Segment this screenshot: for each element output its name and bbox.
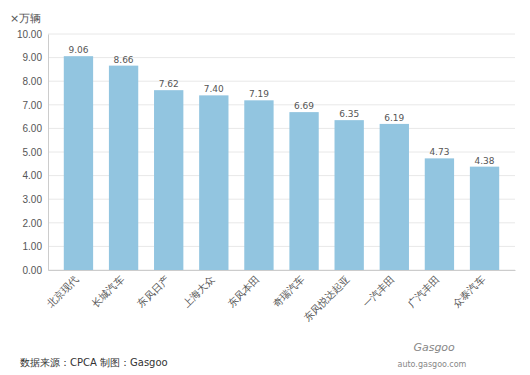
bars bbox=[64, 56, 499, 270]
x-tick-label: 奇瑞汽车 bbox=[270, 274, 306, 310]
y-axis: 0.00 1.00 2.00 3.00 4.00 5.00 6.00 7.00 8.00 9.00… bbox=[17, 29, 49, 276]
x-tick: 众泰汽车 bbox=[451, 274, 487, 310]
data-label: 8.66 bbox=[114, 55, 134, 65]
y-tick: 7.00 bbox=[23, 100, 43, 111]
y-tick-label: 3.00 bbox=[23, 194, 43, 205]
y-tick: 9.00 bbox=[23, 52, 43, 63]
y-tick-label: 9.00 bbox=[23, 52, 43, 63]
y-tick-label: 4.00 bbox=[23, 170, 43, 181]
y-tick-label: 2.00 bbox=[23, 218, 43, 229]
y-tick: 8.00 bbox=[23, 76, 43, 87]
x-tick-label: 东风日产 bbox=[135, 274, 171, 310]
y-tick: 1.00 bbox=[23, 241, 43, 252]
plot: 0.00 1.00 2.00 3.00 4.00 5.00 6.00 7.00 8.00 9.00… bbox=[17, 29, 516, 324]
bar bbox=[470, 167, 499, 270]
x-tick: 东风本田 bbox=[225, 274, 261, 310]
x-tick-label: 广汽丰田 bbox=[406, 274, 442, 310]
y-tick: 10.00 bbox=[17, 29, 42, 40]
annotation: 数据来源：CPCA 制图：Gasgoo bbox=[20, 357, 168, 368]
x-tick-label: 长城汽车 bbox=[90, 274, 126, 310]
y-tick-label: 1.00 bbox=[23, 241, 43, 252]
x-tick-label: 众泰汽车 bbox=[451, 274, 487, 310]
axis-line bbox=[48, 35, 49, 271]
y-tick-label: 5.00 bbox=[23, 147, 43, 158]
x-tick: 一汽丰田 bbox=[361, 274, 397, 310]
data-label: 4.73 bbox=[429, 147, 449, 157]
y-tick-label: 8.00 bbox=[23, 76, 43, 87]
x-tick: 东风悦达起亚 bbox=[301, 274, 351, 324]
x-tick-label: 东风悦达起亚 bbox=[301, 274, 351, 324]
y-tick-label: 10.00 bbox=[17, 29, 42, 40]
data-label: 4.38 bbox=[475, 156, 495, 166]
bar bbox=[425, 158, 454, 270]
data-labels: 9.06 8.66 7.62 7.40 7.19 6.69 6.35 6.19 4.73 4.38 bbox=[68, 45, 494, 165]
data-label: 6.69 bbox=[294, 101, 314, 111]
x-tick: 广汽丰田 bbox=[406, 274, 442, 310]
bar bbox=[109, 66, 138, 270]
x-tick: 北京现代 bbox=[45, 274, 81, 310]
y-tick-label: 6.00 bbox=[23, 123, 43, 134]
y-tick-label: 7.00 bbox=[23, 100, 43, 111]
bar bbox=[335, 120, 364, 270]
bar bbox=[289, 112, 318, 270]
x-tick-label: 东风本田 bbox=[225, 274, 261, 310]
bar bbox=[64, 56, 93, 270]
y-axis-title: ×万辆 bbox=[10, 12, 41, 25]
bar bbox=[199, 95, 228, 270]
y-tick: 2.00 bbox=[23, 218, 43, 229]
x-tick-label: 上海大众 bbox=[180, 274, 216, 310]
x-tick-label: 北京现代 bbox=[45, 274, 81, 310]
y-tick: 4.00 bbox=[23, 170, 43, 181]
y-tick: 0.00 bbox=[23, 265, 43, 276]
bar bbox=[154, 90, 183, 270]
x-tick-label: 一汽丰田 bbox=[361, 274, 397, 310]
y-tick-label: 0.00 bbox=[23, 265, 43, 276]
y-tick: 3.00 bbox=[23, 194, 43, 205]
annotation: auto.gasgoo.com bbox=[398, 360, 467, 369]
x-tick: 长城汽车 bbox=[90, 274, 126, 310]
y-tick: 6.00 bbox=[23, 123, 43, 134]
data-label: 7.62 bbox=[159, 79, 179, 89]
chart: 0.00 1.00 2.00 3.00 4.00 5.00 6.00 7.00 8.00 9.00… bbox=[0, 0, 530, 375]
data-label: 7.40 bbox=[204, 84, 224, 94]
annotation: Gasgoo bbox=[413, 341, 455, 354]
bar bbox=[244, 100, 273, 270]
grid-line bbox=[48, 34, 515, 35]
grid bbox=[48, 34, 515, 270]
data-label: 7.19 bbox=[249, 89, 269, 99]
axis-line bbox=[49, 270, 516, 271]
data-label: 6.19 bbox=[384, 113, 404, 123]
bar bbox=[380, 124, 409, 270]
x-tick: 奇瑞汽车 bbox=[270, 274, 306, 310]
x-tick: 上海大众 bbox=[180, 274, 216, 310]
y-tick: 5.00 bbox=[23, 147, 43, 158]
x-axis: 北京现代长城汽车东风日产上海大众东风本田奇瑞汽车东风悦达起亚一汽丰田广汽丰田众泰… bbox=[45, 271, 516, 324]
data-label: 9.06 bbox=[68, 45, 88, 55]
data-label: 6.35 bbox=[339, 109, 359, 119]
x-tick: 东风日产 bbox=[135, 274, 171, 310]
